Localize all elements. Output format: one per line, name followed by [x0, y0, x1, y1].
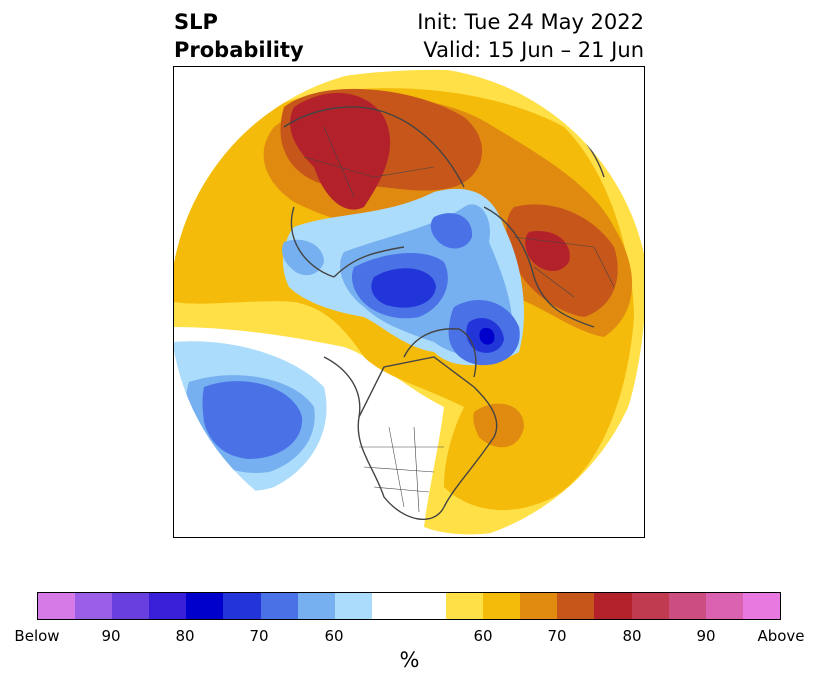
above-normal-dark-red — [290, 93, 391, 210]
map-panel — [173, 66, 645, 538]
colorbar-segment — [334, 593, 372, 619]
colorbar-tick-label: 70 — [547, 627, 567, 645]
colorbar-tick-label: 80 — [175, 627, 195, 645]
colorbar-segment — [483, 593, 521, 619]
coastlines — [283, 106, 605, 521]
below-normal-deep-blue — [479, 327, 495, 345]
colorbar-tick-label: 90 — [696, 627, 716, 645]
above-normal-dark-orange — [473, 403, 524, 448]
init-date: Init: Tue 24 May 2022 — [417, 10, 644, 34]
below-normal-royal-blue — [371, 268, 436, 308]
colorbar-tick-label: 80 — [622, 627, 642, 645]
colorbar-segment — [149, 593, 187, 619]
title-variable: SLP — [174, 10, 218, 34]
colorbar — [37, 592, 781, 620]
colorbar-segment — [38, 593, 76, 619]
colorbar-segment — [186, 593, 224, 619]
colorbar-tick-label: 70 — [249, 627, 269, 645]
colorbar-segment — [520, 593, 558, 619]
colorbar-segment — [75, 593, 113, 619]
colorbar-segment — [631, 593, 669, 619]
colorbar-tick-label: 90 — [101, 627, 121, 645]
colorbar-segment — [668, 593, 706, 619]
colorbar-segment — [557, 593, 595, 619]
colorbar-segment — [594, 593, 632, 619]
colorbar-unit-label: % — [399, 648, 420, 672]
colorbar-segment — [371, 593, 447, 619]
colorbar-segment — [112, 593, 150, 619]
colorbar-tick-label: 60 — [324, 627, 344, 645]
polar-map — [174, 69, 644, 535]
colorbar-segment — [446, 593, 484, 619]
colorbar-tick-label: Below — [14, 627, 60, 645]
colorbar-segment — [742, 593, 780, 619]
below-normal-blue — [430, 213, 473, 249]
colorbar-segment — [297, 593, 335, 619]
border-lines — [303, 126, 615, 513]
below-normal-blue — [202, 381, 303, 459]
colorbar-tick-label: Above — [757, 627, 805, 645]
title-type: Probability — [174, 38, 304, 62]
above-normal-dark-red — [525, 231, 570, 272]
colorbar-ticks: Below 90 80 70 60 60 70 80 90 Above — [0, 627, 819, 647]
colorbar-segment — [260, 593, 298, 619]
colorbar-segment — [705, 593, 743, 619]
colorbar-segment — [223, 593, 261, 619]
valid-range: Valid: 15 Jun – 21 Jun — [423, 38, 644, 62]
map-title-right: Init: Tue 24 May 2022 Valid: 15 Jun – 21… — [417, 8, 644, 64]
map-title-left: SLP Probability — [174, 8, 304, 64]
colorbar-tick-label: 60 — [473, 627, 493, 645]
